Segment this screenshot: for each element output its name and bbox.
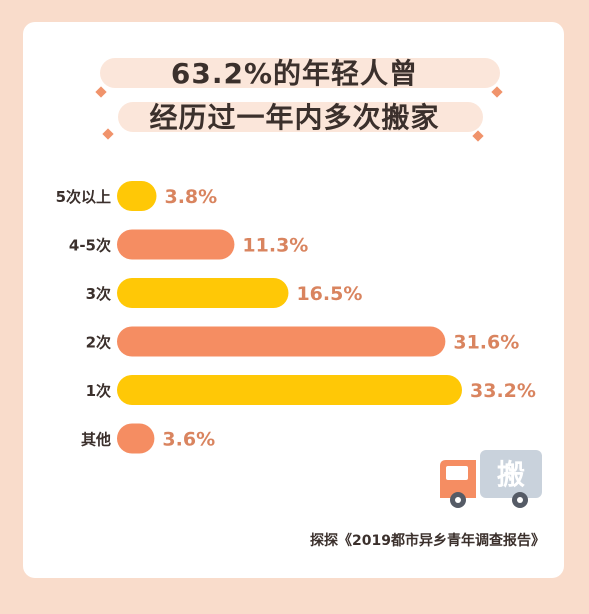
bar [117,423,155,454]
value-label: 31.6% [453,332,519,354]
chart-title-line1: 63.2%的年轻人曾 [170,57,419,90]
value-label: 33.2% [470,380,536,402]
category-label: 4-5次 [69,237,111,255]
truck-wheel-hub [517,497,523,503]
truck-cargo-box [480,450,542,498]
bar [117,181,157,211]
category-label: 其他 [81,431,111,449]
category-label: 2次 [86,334,111,352]
chart-title-line2: 经历过一年内多次搬家 [149,101,440,134]
bar [117,278,289,308]
value-label: 16.5% [296,283,362,305]
truck-label: 搬 [497,458,525,491]
truck-window [446,466,468,480]
value-label: 11.3% [242,235,308,257]
source-note: 探探《2019都市异乡青年调查报告》 [310,533,545,549]
bar [117,229,235,260]
category-label: 5次以上 [56,188,111,206]
title-highlight-1 [100,58,500,88]
truck-wheel-hub [455,497,461,503]
bar [117,375,462,405]
category-label: 1次 [86,382,111,400]
bar [117,326,446,357]
value-label: 3.6% [162,429,215,451]
value-label: 3.8% [164,186,217,208]
moving-truck-icon: 搬 [436,448,546,514]
title-highlight-2 [118,102,483,132]
category-label: 3次 [86,285,111,303]
